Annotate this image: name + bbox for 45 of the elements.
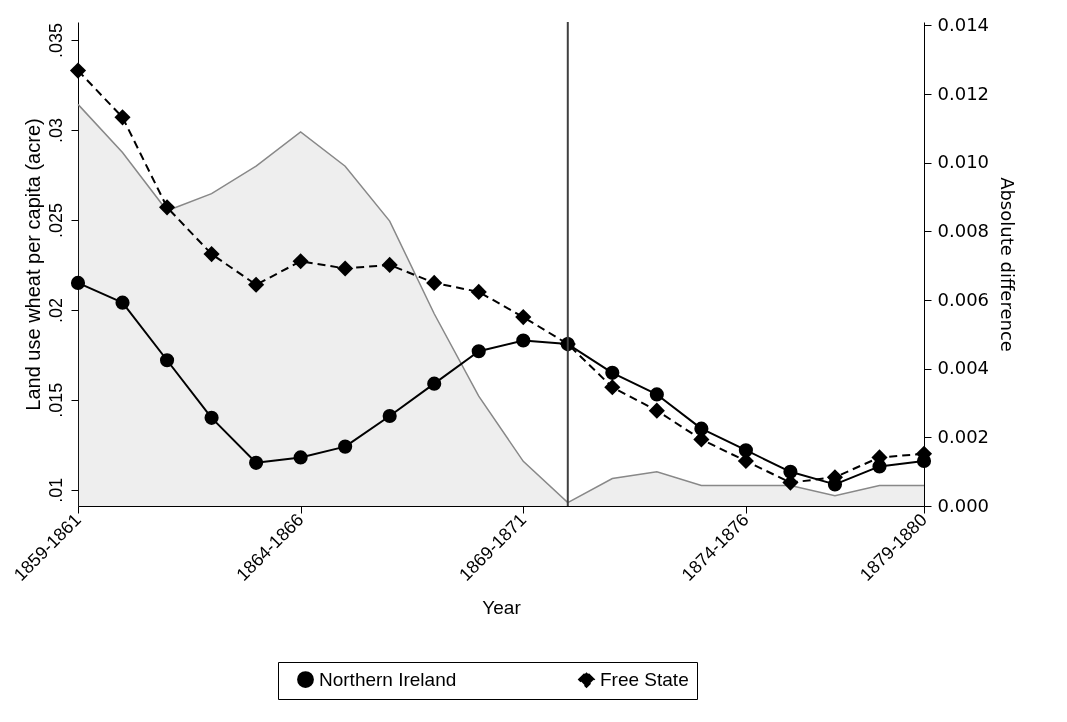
point (203, 246, 220, 263)
point (293, 450, 308, 465)
point (292, 253, 309, 270)
point (381, 256, 398, 273)
point (204, 410, 219, 425)
point (249, 455, 264, 470)
point (648, 402, 665, 419)
point (248, 276, 265, 293)
point (426, 274, 443, 291)
point (516, 333, 531, 348)
x-axis-title: Year (482, 596, 522, 618)
point (605, 365, 620, 380)
point (338, 439, 353, 454)
legend-label: Northern Ireland (319, 668, 457, 690)
legend-label: Free State (600, 668, 689, 690)
point (159, 353, 175, 368)
y-tick-label: .025 (45, 202, 66, 238)
y2-tick-label: 0.004 (937, 357, 990, 379)
point (604, 379, 621, 396)
point (515, 309, 532, 326)
point (69, 62, 87, 79)
y-tick-label: .01 (45, 477, 66, 503)
y2-tick-label: 0.000 (937, 494, 990, 516)
point (427, 376, 442, 391)
point (649, 387, 664, 402)
point (382, 408, 397, 424)
y2-tick-label: 0.002 (937, 425, 990, 447)
point (471, 344, 486, 359)
point (70, 275, 86, 290)
y2-tick-label: 0.012 (937, 82, 990, 104)
point (114, 109, 131, 126)
y-tick-label: .03 (45, 117, 66, 143)
point (337, 260, 354, 277)
y-axis-title: Land use wheat per capita (acre) (21, 118, 44, 411)
y2-tick-label: 0.010 (937, 151, 990, 173)
y-tick-label: .02 (45, 297, 66, 323)
y2-tick-label: 0.008 (937, 219, 990, 241)
y2-tick-label: 0.006 (937, 288, 990, 310)
point (115, 295, 130, 310)
y2-tick-label: 0.014 (937, 13, 990, 35)
y-tick-label: .015 (45, 382, 66, 418)
point (470, 283, 487, 300)
y-tick-label: .035 (45, 22, 66, 59)
y2-axis-title: Absolute difference (997, 177, 1019, 352)
point (158, 199, 176, 216)
